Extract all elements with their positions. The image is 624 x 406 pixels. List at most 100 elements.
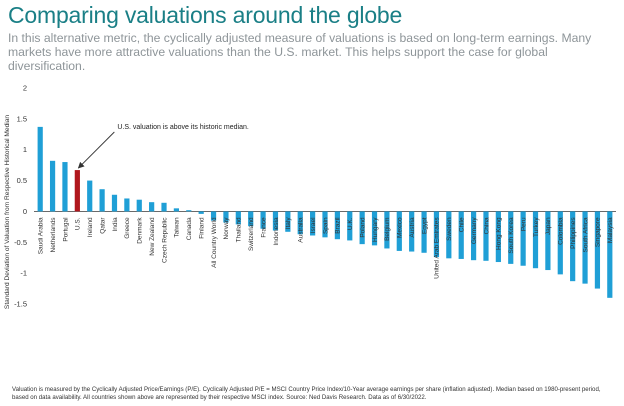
page-subtitle: In this alternative metric, the cyclical… (8, 31, 592, 73)
bar (198, 211, 204, 214)
bar (37, 126, 43, 212)
bar (310, 211, 316, 236)
bar (532, 211, 539, 269)
x-tick-label: Finland (198, 217, 205, 239)
bar (570, 211, 576, 282)
x-tick-label: Portugal (62, 217, 69, 242)
bar (371, 211, 378, 246)
bar (173, 208, 180, 212)
x-tick-label: Hong Kong (496, 217, 503, 250)
x-tick-label: United Arab Emirates (434, 217, 441, 279)
x-tick-label: Mexico (397, 217, 404, 238)
bar (322, 211, 328, 238)
x-tick-label: South Korea (508, 217, 515, 254)
bar (297, 211, 303, 235)
x-tick-label: China (483, 217, 490, 234)
x-tick-label: Denmark (137, 217, 144, 244)
bar (520, 211, 526, 266)
x-tick-label: Malaysia (607, 217, 614, 243)
bar (384, 211, 390, 249)
x-tick-label: Peru (520, 217, 527, 231)
bar (124, 198, 130, 212)
bar (446, 211, 452, 259)
x-tick-label: Sweden (446, 217, 453, 241)
x-tick-label: Brazil (335, 217, 342, 234)
x-tick-label: Colombia (558, 217, 565, 245)
x-tick-label: Germany (471, 217, 478, 244)
bar (433, 211, 440, 258)
x-tick-label: Israel (310, 217, 317, 233)
bar (285, 211, 291, 232)
x-tick-label: Taiwan (174, 217, 181, 238)
bar (99, 189, 105, 212)
bar (111, 194, 118, 212)
x-tick-label: Czech Republic (161, 217, 168, 263)
bar (248, 211, 254, 227)
x-tick-label: Hungary (372, 217, 379, 242)
x-tick-label: Poland (359, 217, 366, 238)
bar-chart: Standard Deviation of Valuation from Res… (4, 84, 616, 309)
bar (136, 199, 142, 212)
x-tick-label: Indonesia (273, 217, 280, 246)
y-tick-label: 0 (23, 207, 27, 216)
bar (260, 211, 266, 229)
x-tick-label: U.S. (75, 217, 82, 230)
bar (582, 211, 588, 284)
bar (334, 211, 340, 240)
y-tick-label: 1 (23, 145, 27, 154)
x-tick-label: Japan (545, 217, 552, 235)
x-tick-label: Spain (322, 217, 329, 234)
bar (458, 211, 464, 259)
bar (186, 210, 192, 212)
bar (49, 160, 56, 212)
bar (421, 211, 427, 253)
annotation-text: U.S. valuation is above its historic med… (117, 124, 249, 131)
x-tick-label: South Africa (582, 217, 589, 252)
bar (483, 211, 489, 261)
x-tick-label: Italy (285, 217, 292, 230)
bar (235, 211, 241, 225)
x-tick-label: Qatar (99, 217, 106, 234)
y-tick-label: 1.5 (17, 114, 27, 123)
x-tick-label: Ireland (87, 217, 94, 237)
page-title: Comparing valuations around the globe (8, 2, 403, 28)
x-tick-label: Canada (186, 217, 193, 240)
bar (594, 211, 601, 289)
bar (409, 211, 415, 252)
bar (62, 162, 68, 212)
x-tick-label: Norway (223, 217, 230, 240)
bar (495, 211, 501, 263)
bar (508, 211, 514, 264)
bar (470, 211, 477, 261)
bar (223, 211, 229, 223)
bar (87, 180, 93, 212)
bar (607, 211, 613, 298)
x-tick-label: Switzerland (248, 217, 255, 251)
x-tick-label: U.K. (347, 217, 354, 230)
x-tick-label: France (260, 217, 267, 238)
x-tick-label: Turkey (533, 217, 540, 237)
x-tick-label: Netherlands (50, 217, 57, 253)
y-tick-label: -1 (20, 269, 27, 278)
bar-highlight (74, 170, 80, 212)
y-tick-label: -1.5 (14, 300, 27, 309)
bar (272, 211, 279, 231)
x-tick-label: Thailand (236, 217, 243, 242)
x-tick-label: Egypt (421, 217, 428, 234)
y-axis-title: Standard Deviation of Valuation from Res… (4, 115, 11, 309)
x-tick-label: New Zealand (149, 217, 156, 256)
y-tick-label: 0.5 (17, 176, 27, 185)
x-tick-label: Belgium (384, 217, 391, 240)
x-tick-label: India (112, 217, 119, 231)
bar (161, 202, 167, 212)
footnote: Valuation is measured by the Cyclically … (12, 386, 601, 401)
annotation-arrow (77, 131, 115, 169)
x-tick-label: Singapore (595, 217, 602, 247)
x-tick-label: Chile (459, 217, 466, 232)
bar (545, 211, 551, 271)
bar (210, 211, 217, 221)
x-tick-label: Austria (409, 217, 416, 238)
x-tick-label: Saudi Arabia (37, 217, 44, 254)
bar (347, 211, 353, 241)
bar (557, 211, 563, 275)
